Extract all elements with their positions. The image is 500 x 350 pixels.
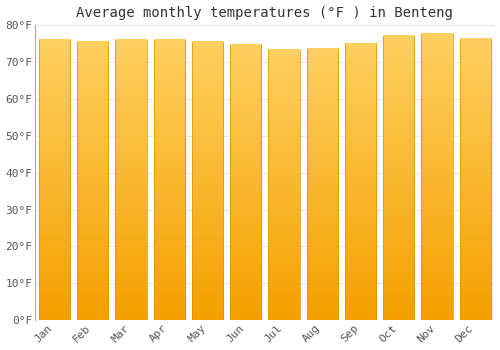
Title: Average monthly temperatures (°F ) in Benteng: Average monthly temperatures (°F ) in Be… <box>76 6 454 20</box>
